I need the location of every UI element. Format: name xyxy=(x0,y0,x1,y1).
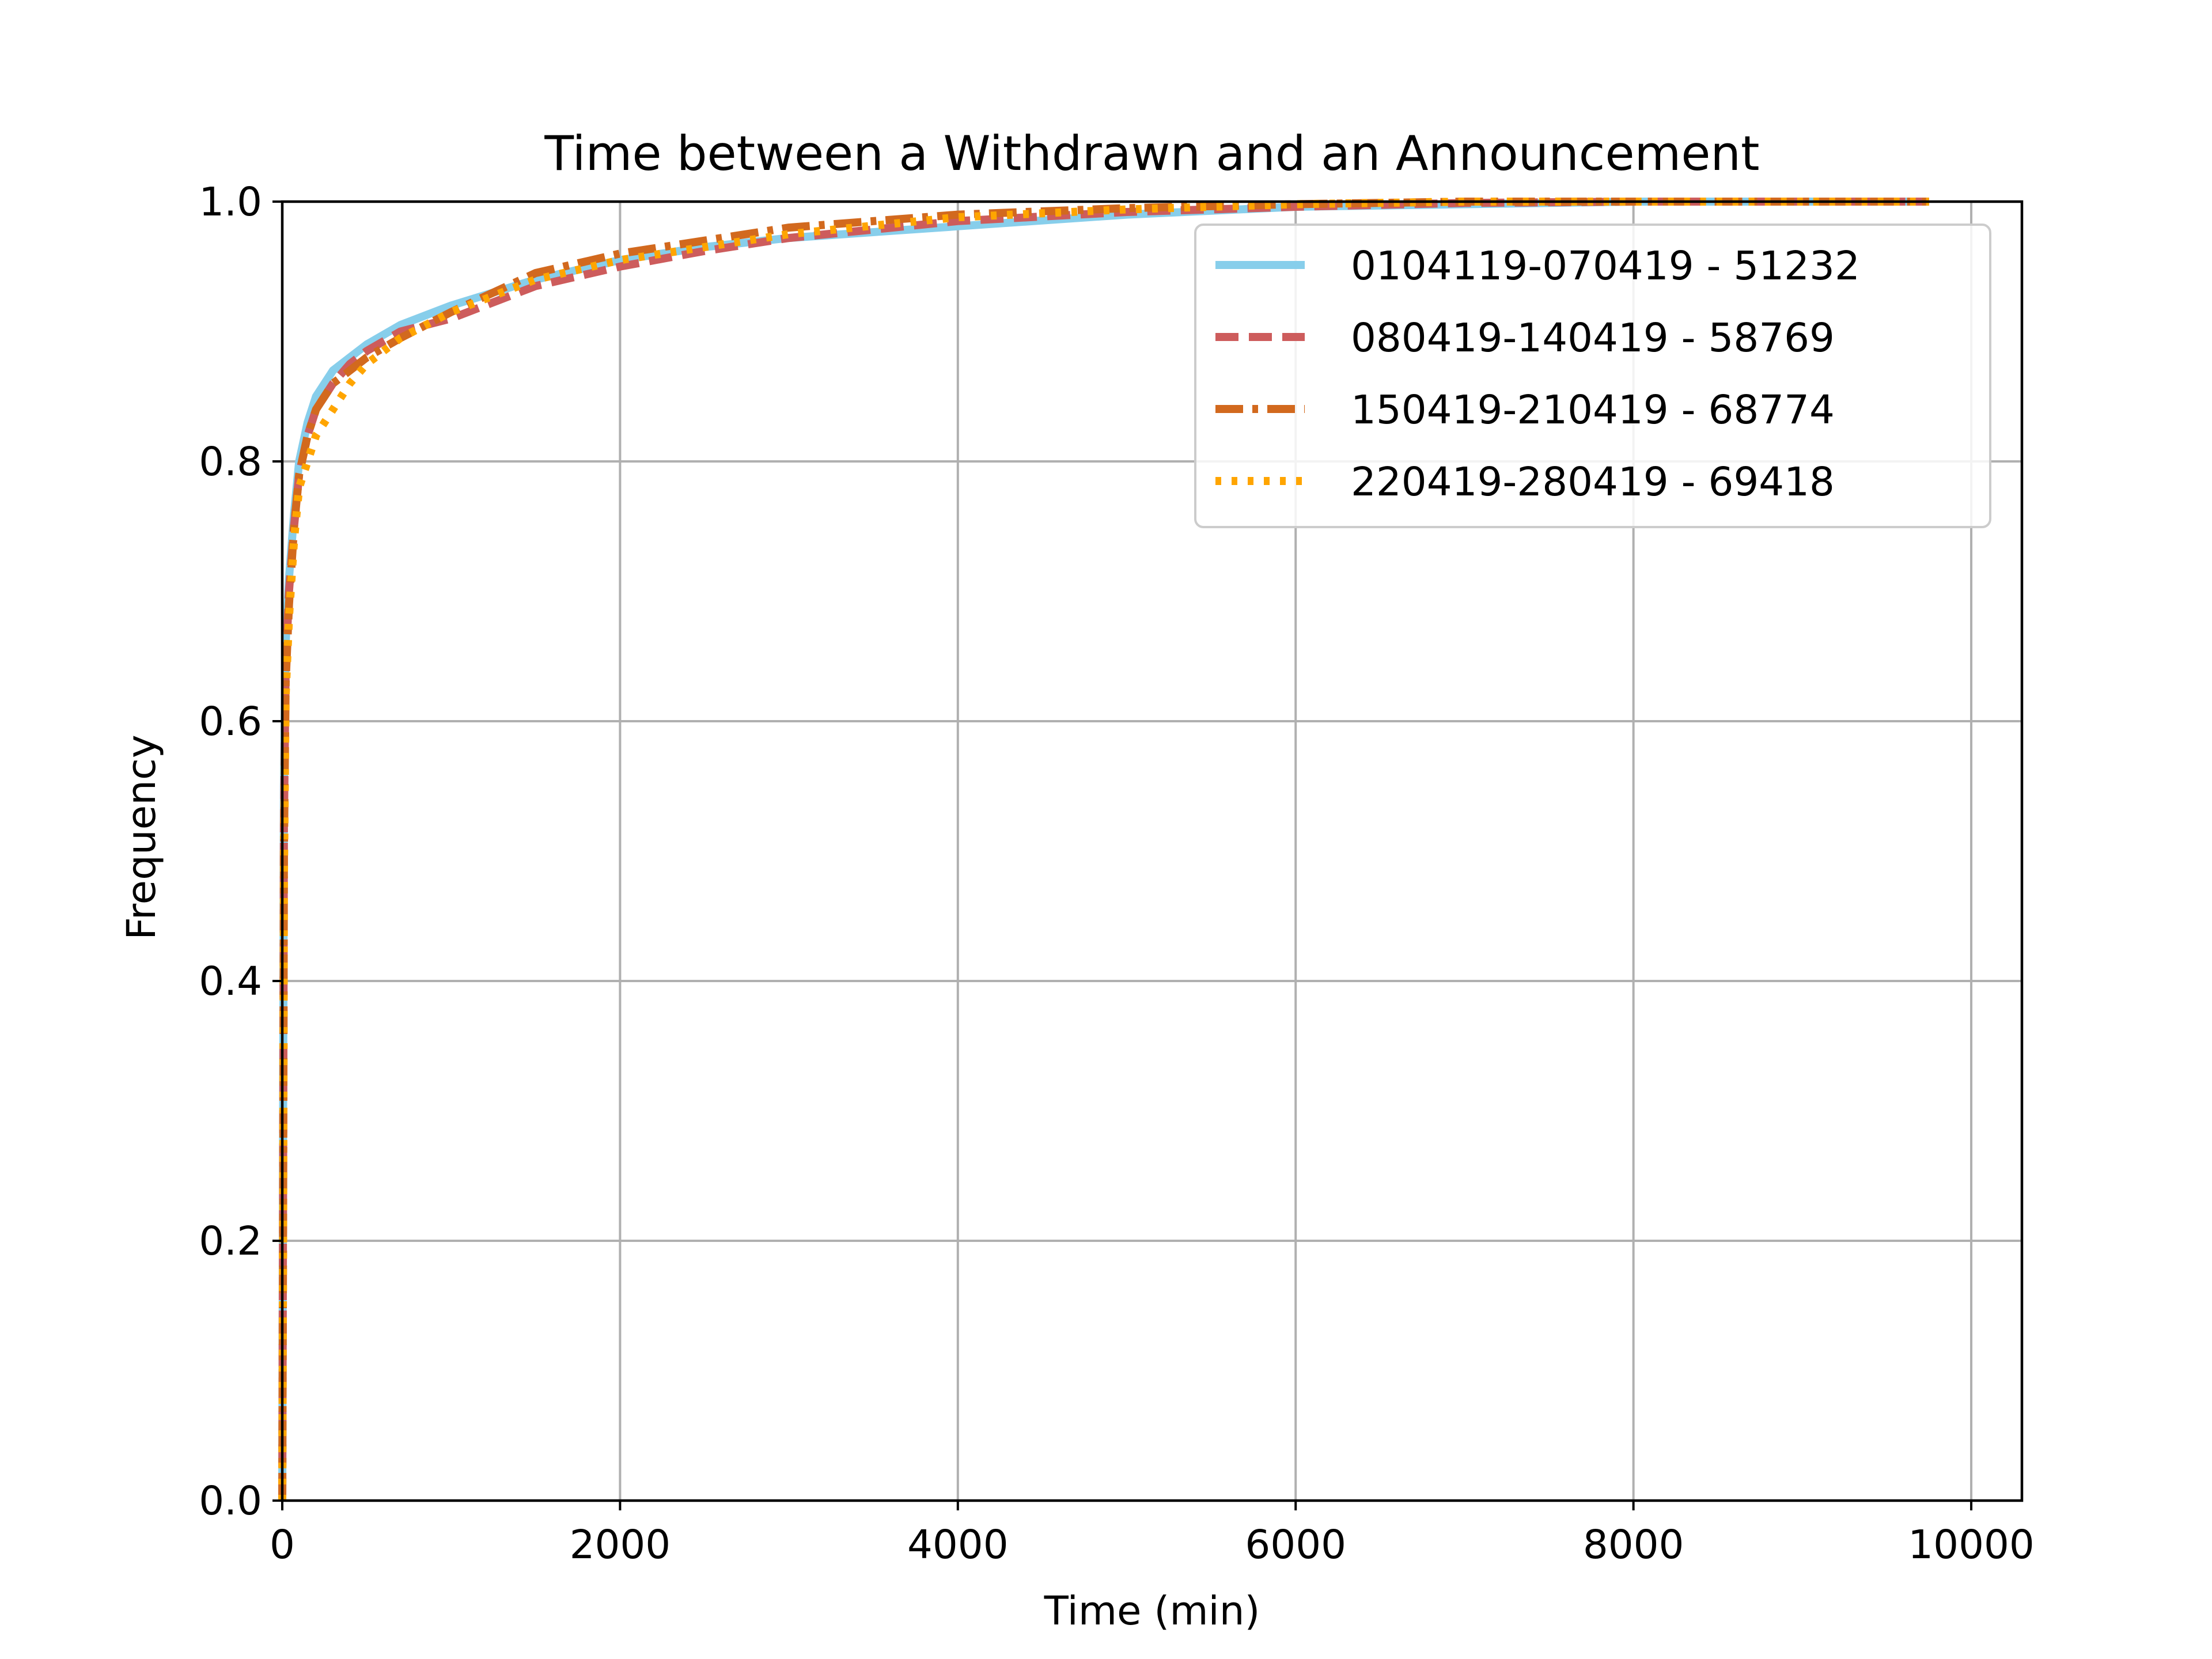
y-axis-label: Frequency xyxy=(119,734,165,940)
x-tick-label: 10000 xyxy=(1908,1522,2035,1568)
y-tick-label: 0.6 xyxy=(199,699,262,745)
y-tick-label: 0.4 xyxy=(199,959,262,1005)
y-tick-label: 1.0 xyxy=(199,179,262,225)
y-tick-label: 0.8 xyxy=(199,439,262,485)
series-line-4 xyxy=(278,198,1929,1501)
ticks: 0 2000 4000 6000 8000 10000 0.0 0.2 0.4 0.6 0.8 1.0 xyxy=(199,179,2035,1568)
legend-box xyxy=(1194,224,1991,528)
legend: 0104119-070419 - 51232 080419-140419 - 58… xyxy=(1194,224,1991,528)
chart-title: Time between a Withdrawn and an Announce… xyxy=(544,126,1759,181)
legend-label-2: 080419-140419 - 58769 xyxy=(1351,315,1835,361)
x-axis-label: Time (min) xyxy=(1044,1588,1260,1634)
y-tick-label: 0.0 xyxy=(199,1478,262,1524)
x-tick-label: 6000 xyxy=(1245,1522,1346,1568)
x-tick-label: 4000 xyxy=(907,1522,1009,1568)
series-layer xyxy=(278,198,1929,1501)
legend-label-1: 0104119-070419 - 51232 xyxy=(1351,243,1860,289)
legend-label-3: 150419-210419 - 68774 xyxy=(1351,387,1835,433)
series-line-2 xyxy=(278,198,1929,1501)
y-tick-label: 0.2 xyxy=(199,1218,262,1264)
x-tick-label: 2000 xyxy=(570,1522,671,1568)
axes-frame xyxy=(281,200,2024,1502)
x-tick-label: 8000 xyxy=(1583,1522,1684,1568)
x-tick-label: 0 xyxy=(270,1522,295,1568)
legend-label-4: 220419-280419 - 69418 xyxy=(1351,459,1835,505)
